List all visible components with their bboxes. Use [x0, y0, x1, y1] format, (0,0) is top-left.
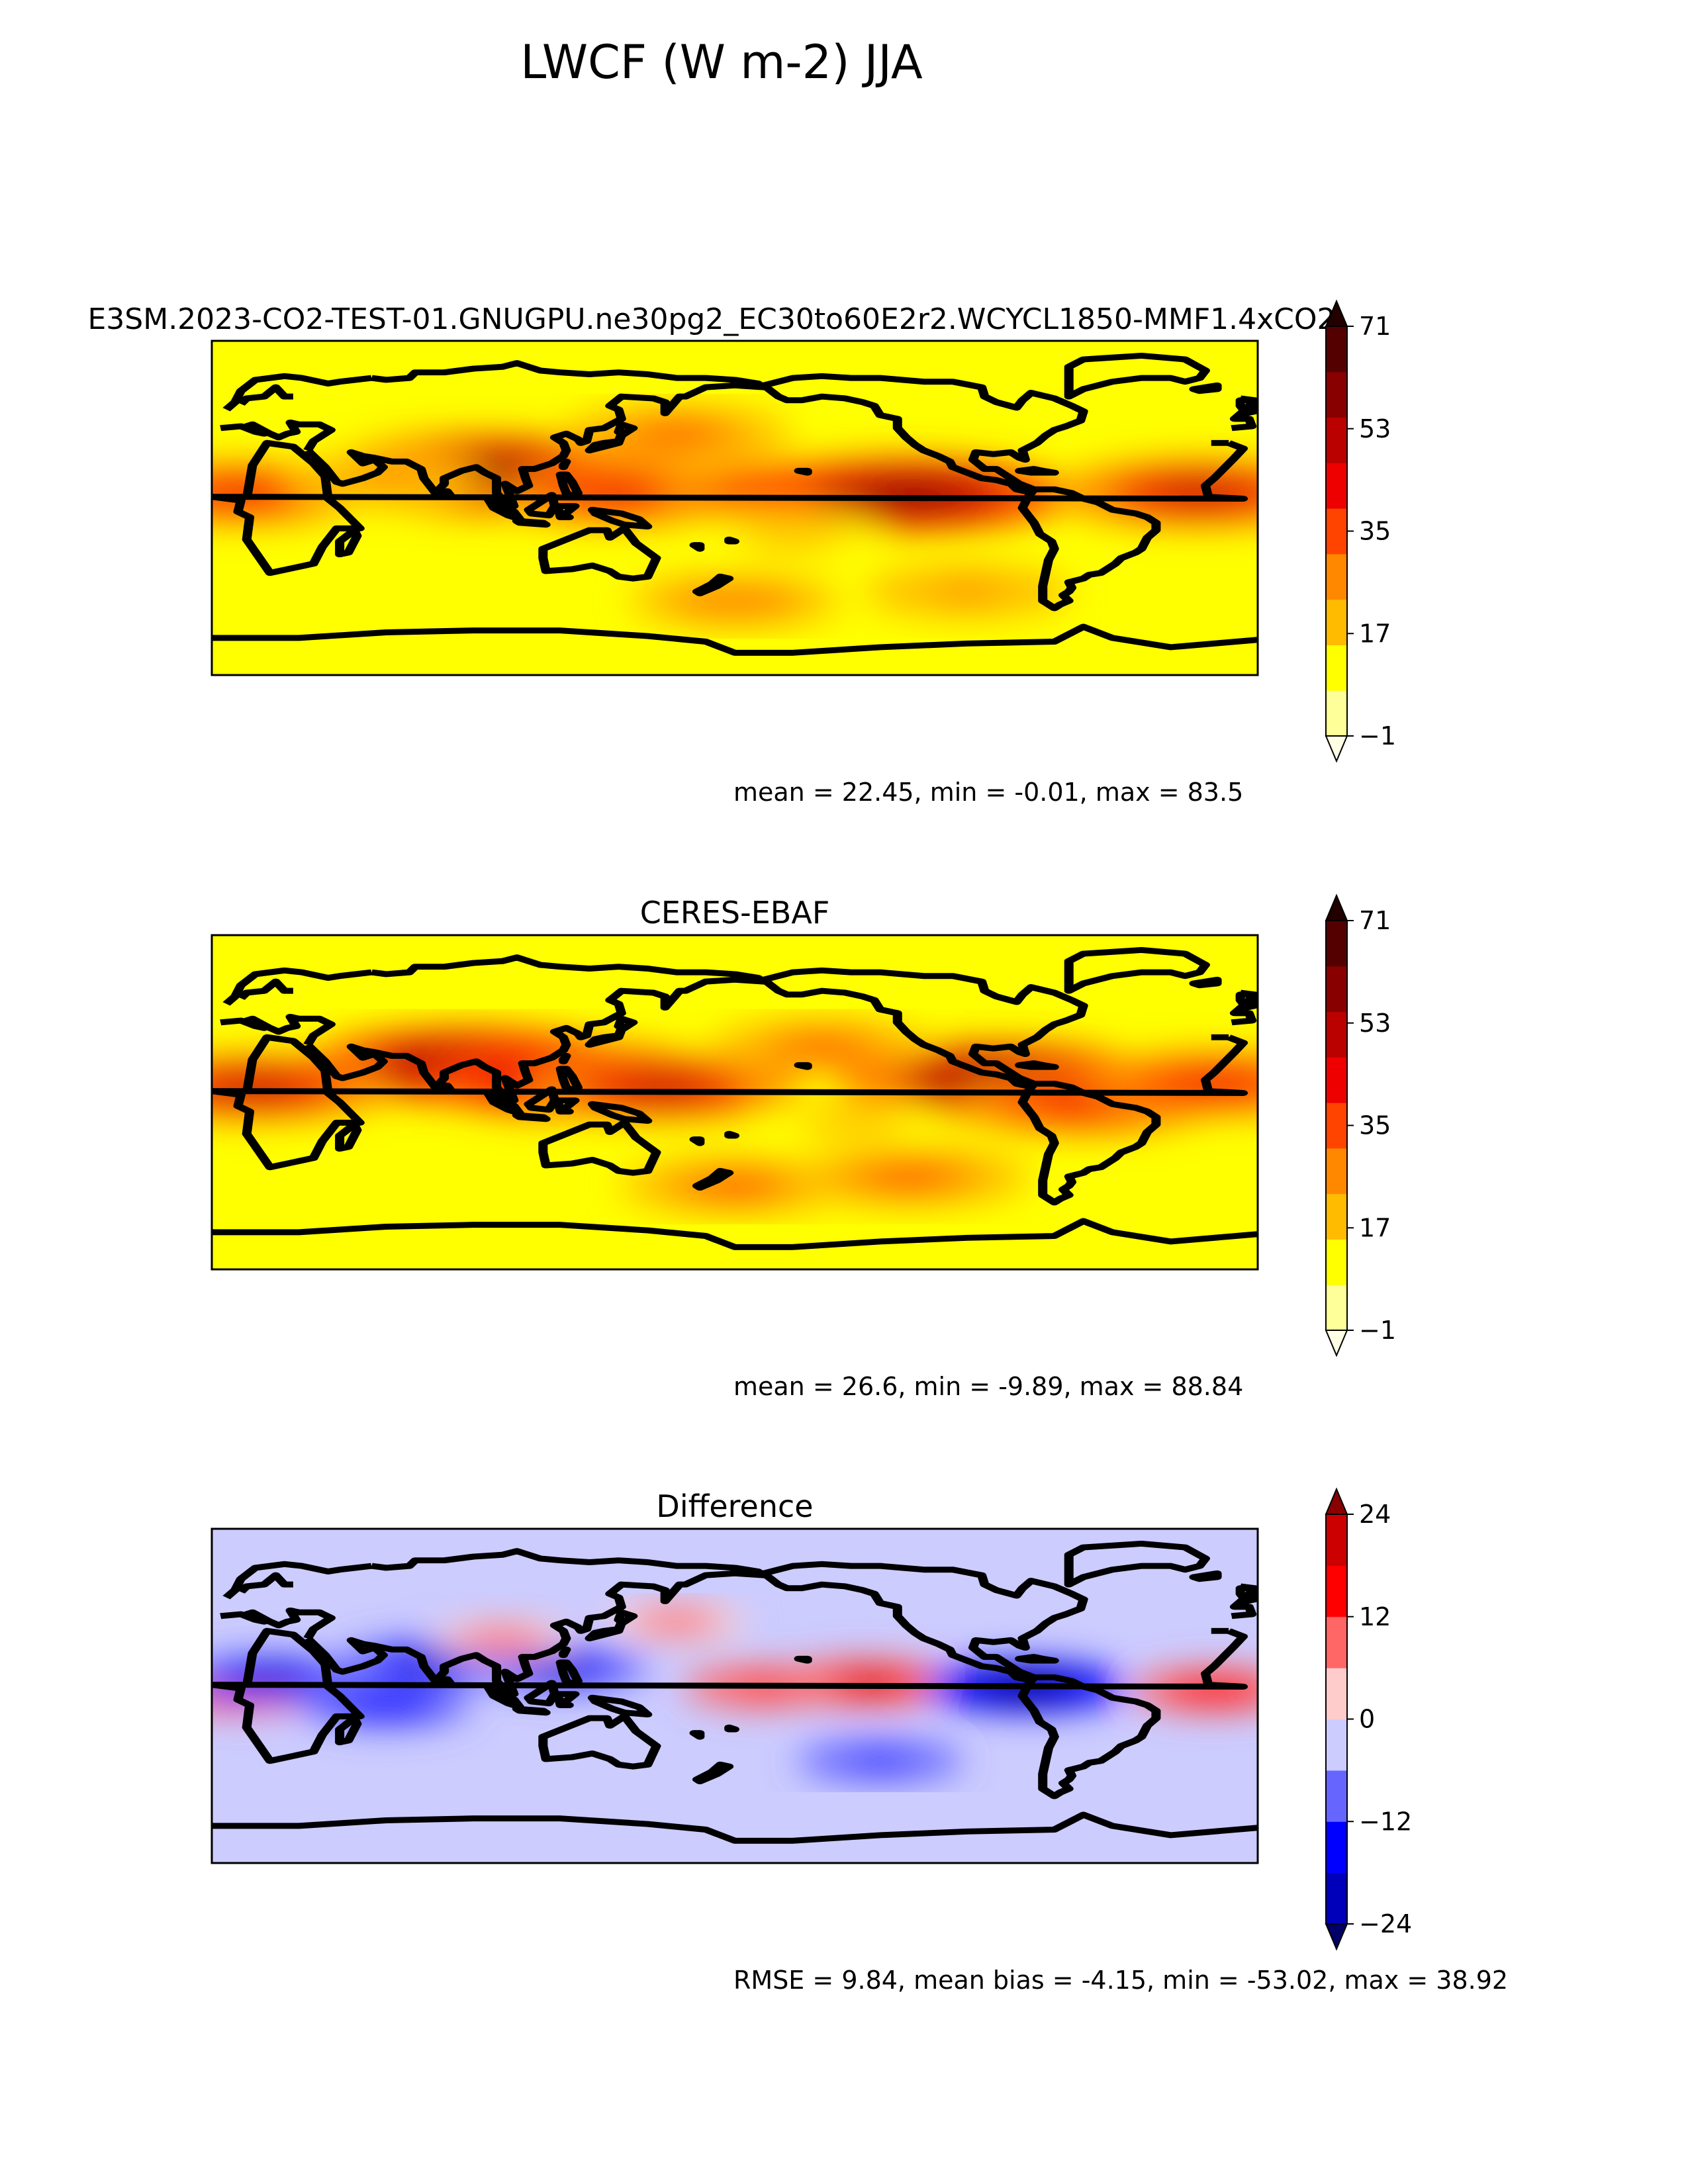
map-frame — [211, 340, 1259, 676]
field-feature — [639, 424, 714, 443]
colorbar-segment — [1326, 966, 1347, 1013]
colorbar-segment — [1326, 1565, 1347, 1617]
colorbar-tick-label: 17 — [1359, 619, 1391, 648]
colorbar-tick-label: 0 — [1359, 1705, 1375, 1734]
map-frame — [211, 934, 1259, 1271]
map-panel-0: E3SM.2023-CO2-TEST-01.GNUGPU.ne30pg2_EC3… — [88, 299, 1396, 807]
map-panel-2: Difference RMSE = 9.84, mean bias = -4.15… — [211, 1487, 1508, 1995]
colorbar-segment — [1326, 1103, 1347, 1149]
colorbar-extend-min — [1325, 735, 1348, 763]
colorbar-segment — [1326, 1057, 1347, 1103]
figure-title: LWCF (W m-2) JJA — [520, 35, 923, 89]
colorbar-tick-label: 71 — [1359, 312, 1391, 341]
colorbar-tick-label: 35 — [1359, 1111, 1391, 1140]
colorbar-segment — [1326, 1148, 1347, 1195]
panel-title: E3SM.2023-CO2-TEST-01.GNUGPU.ne30pg2_EC3… — [88, 302, 1336, 336]
colorbar-segment — [1326, 1770, 1347, 1822]
field-feature — [241, 1670, 299, 1685]
field-feature — [858, 482, 961, 507]
map-field — [212, 341, 1258, 675]
map-panel-1: CERES-EBAF mean = 26.6, min = -9.89, max … — [211, 893, 1396, 1401]
panel-stats: mean = 26.6, min = -9.89, max = 88.84 — [733, 1372, 1243, 1401]
colorbar-segment — [1326, 921, 1347, 967]
colorbar-segment — [1326, 417, 1347, 463]
colorbar-segment — [1326, 1872, 1347, 1925]
field-feature — [358, 1698, 414, 1713]
colorbar-extend-max — [1325, 1487, 1348, 1515]
field-feature — [764, 528, 821, 543]
colorbar-extend-min — [1325, 1330, 1348, 1357]
field-feature — [653, 1615, 700, 1628]
colorbar-segment — [1326, 1616, 1347, 1668]
colorbar-segment — [1326, 371, 1347, 418]
field-feature — [1172, 1073, 1257, 1094]
colorbar-segment — [1326, 1285, 1347, 1331]
colorbar-tick-label: 53 — [1359, 1009, 1391, 1038]
field-feature — [822, 1113, 880, 1128]
field-feature — [700, 592, 769, 610]
panel-stats: RMSE = 9.84, mean bias = -4.15, min = -5… — [733, 1966, 1508, 1995]
colorbar-segment — [1326, 1668, 1347, 1719]
panel-title: Difference — [656, 1488, 813, 1524]
colorbar: −1 17 35 53 71 — [1325, 893, 1396, 1357]
colorbar-extend-min — [1325, 1923, 1348, 1951]
colorbar-tick-label: 12 — [1359, 1602, 1391, 1631]
colorbar-tick-label: 17 — [1359, 1213, 1391, 1242]
map-frame — [211, 1527, 1259, 1864]
colorbar-tick-label: −12 — [1359, 1807, 1412, 1836]
colorbar-segment — [1326, 463, 1347, 509]
colorbar-segment — [1326, 1193, 1347, 1240]
colorbar-segment — [1326, 508, 1347, 555]
colorbar-tick-label: 71 — [1359, 906, 1391, 935]
field-feature — [934, 583, 1001, 600]
map-field — [212, 935, 1258, 1269]
colorbar-tick-label: 53 — [1359, 414, 1391, 443]
colorbar-tick-label: 35 — [1359, 517, 1391, 546]
colorbar-tick-label: 24 — [1359, 1500, 1391, 1529]
colorbar-tick-label: −24 — [1359, 1909, 1412, 1938]
colorbar-segment — [1326, 1821, 1347, 1874]
colorbar-extend-max — [1325, 893, 1348, 921]
colorbar-segment — [1326, 553, 1347, 600]
colorbar-segment — [1326, 690, 1347, 737]
field-feature — [853, 1754, 907, 1768]
field-feature — [479, 1633, 526, 1647]
field-feature — [786, 1037, 858, 1056]
colorbar-segment — [1326, 1239, 1347, 1285]
map-field — [212, 1529, 1258, 1863]
panel-stats: mean = 22.45, min = -0.01, max = 83.5 — [733, 778, 1243, 807]
panels: E3SM.2023-CO2-TEST-01.GNUGPU.ne30pg2_EC3… — [88, 299, 1508, 1995]
colorbar-segment — [1326, 326, 1347, 373]
colorbar-segment — [1326, 1011, 1347, 1058]
panel-title: CERES-EBAF — [640, 895, 830, 931]
colorbar-segment — [1326, 645, 1347, 691]
colorbar-segment — [1326, 599, 1347, 645]
colorbar-segment — [1326, 1719, 1347, 1771]
field-feature — [870, 1167, 948, 1187]
colorbar: −24 −12 0 12 24 — [1325, 1487, 1412, 1951]
colorbar-tick-label: −1 — [1359, 1316, 1396, 1345]
colorbar-segment — [1326, 1514, 1347, 1566]
colorbar-tick-label: −1 — [1359, 721, 1396, 751]
colorbar: −1 17 35 53 71 — [1325, 299, 1396, 763]
